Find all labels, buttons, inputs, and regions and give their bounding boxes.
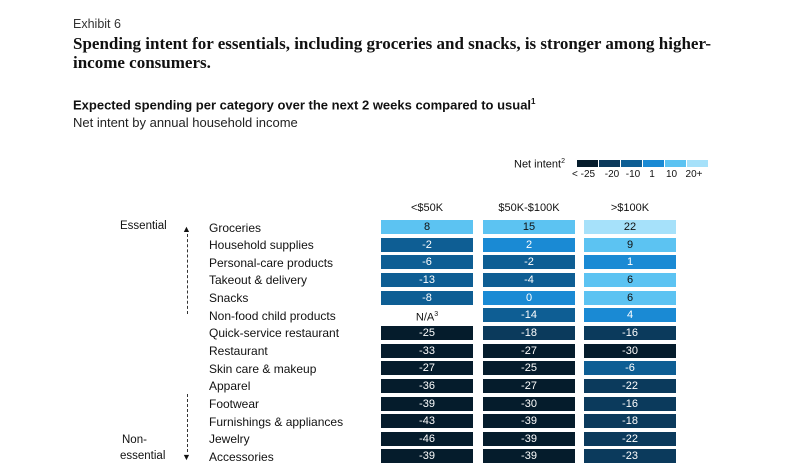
row-label: Restaurant (209, 344, 268, 359)
row-label: Takeout & delivery (209, 273, 308, 288)
heatmap-cell: -25 (483, 361, 575, 376)
heatmap-cell: -39 (483, 414, 575, 429)
legend-label: Net intent2 (514, 158, 565, 171)
row-label: Quick-service restaurant (209, 326, 340, 341)
row-label: Accessories (209, 449, 274, 464)
non-essential-label-line2: essential (120, 450, 166, 462)
row-label: Furnishings & appliances (209, 414, 344, 429)
heatmap-cell: -36 (381, 378, 473, 393)
heatmap-cell: 6 (584, 290, 676, 305)
heatmap-cell: -8 (381, 290, 473, 305)
heatmap-cell: -18 (483, 325, 575, 340)
na-label: N/A (415, 311, 435, 324)
row-label: Groceries (209, 220, 262, 235)
heatmap-cell: -30 (584, 343, 676, 358)
heatmap-cell: 22 (584, 220, 676, 234)
subtitle-text: Expected spending per category over the … (73, 97, 532, 113)
heatmap-cell: -2 (381, 237, 473, 252)
arrow-line-upper (187, 234, 188, 314)
row-label: Apparel (209, 379, 251, 394)
legend-tick: 1 (649, 169, 655, 180)
heatmap-cell: 2 (483, 237, 575, 252)
heatmap-cell: -23 (584, 449, 676, 464)
row-label: Snacks (209, 291, 249, 306)
heatmap-cell: 15 (483, 220, 575, 234)
heatmap-cell: -27 (483, 343, 575, 358)
heatmap-cell: -22 (584, 378, 676, 393)
heatmap-cell: -14 (483, 308, 575, 323)
chart-title: Spending intent for essentials, includin… (73, 34, 712, 72)
legend-footnote-marker: 2 (561, 158, 565, 165)
legend-swatch-1 (599, 160, 620, 167)
heatmap-cell-na: N/A3 (381, 308, 473, 324)
chart-subnote: Net intent by annual household income (73, 115, 298, 130)
heatmap-cell: 0 (483, 290, 575, 305)
legend-ticks: < -25 -20 -10 1 10 20+ (572, 169, 706, 180)
row-label: Jewelry (209, 432, 250, 447)
essential-label: Essential (120, 220, 167, 232)
heatmap-cell: -18 (584, 414, 676, 429)
heatmap-cell: -16 (584, 396, 676, 411)
row-label: Skin care & makeup (209, 361, 317, 376)
heatmap-cell: -39 (483, 431, 575, 446)
legend-swatch-2 (621, 160, 642, 167)
row-label: Personal-care products (209, 255, 334, 270)
heatmap-cell: -33 (381, 343, 473, 358)
heatmap-cell: -16 (584, 325, 676, 340)
row-label: Household supplies (209, 238, 314, 253)
legend-tick: 20+ (685, 169, 703, 180)
heatmap-cell: -39 (381, 396, 473, 411)
legend-tick: 10 (665, 169, 678, 180)
heatmap-cell: 9 (584, 237, 676, 252)
legend-tick: < -25 (572, 169, 596, 180)
heatmap-cell: 4 (584, 308, 676, 323)
subtitle-footnote-marker: 1 (531, 97, 536, 106)
heatmap-cell: -6 (381, 255, 473, 270)
column-header: <$50K (410, 202, 444, 214)
heatmap-cell: -46 (381, 431, 473, 446)
heatmap-cell: -30 (483, 396, 575, 411)
legend-tick: -10 (625, 169, 641, 180)
legend-swatch-5 (687, 160, 708, 167)
arrow-down-icon: ▼ (182, 452, 191, 462)
chart-subtitle: Expected spending per category over the … (73, 97, 536, 112)
heatmap-cell: -27 (483, 378, 575, 393)
heatmap-cell: 1 (584, 255, 676, 270)
heatmap-cell: -25 (381, 325, 473, 340)
column-header: $50K-$100K (498, 202, 560, 214)
legend-swatches (577, 160, 708, 167)
heatmap-cell: -27 (381, 361, 473, 376)
na-footnote-marker: 3 (434, 311, 439, 319)
heatmap-cell: -2 (483, 255, 575, 270)
legend-swatch-0 (577, 160, 598, 167)
heatmap-cell: -39 (483, 449, 575, 464)
row-label: Footwear (209, 397, 260, 411)
legend-label-text: Net intent (514, 158, 562, 171)
legend-swatch-4 (665, 160, 686, 167)
non-essential-label-line1: Non- (122, 434, 147, 446)
column-header: >$100K (610, 202, 650, 214)
heatmap-cell: -4 (483, 272, 575, 287)
arrow-line-lower (187, 394, 188, 452)
heatmap-cell: -6 (584, 361, 676, 376)
row-label: Non-food child products (209, 308, 336, 323)
legend-swatch-3 (643, 160, 664, 167)
heatmap-cell: -13 (381, 272, 473, 287)
heatmap-cell: -39 (381, 449, 473, 464)
legend-tick: -20 (604, 169, 620, 180)
heatmap-cell: 6 (584, 272, 676, 287)
arrow-up-icon: ▲ (182, 224, 191, 234)
heatmap-cell: 8 (381, 220, 473, 234)
heatmap-cell: -22 (584, 431, 676, 446)
heatmap-cell: -43 (381, 414, 473, 429)
exhibit-number: Exhibit 6 (73, 17, 121, 31)
